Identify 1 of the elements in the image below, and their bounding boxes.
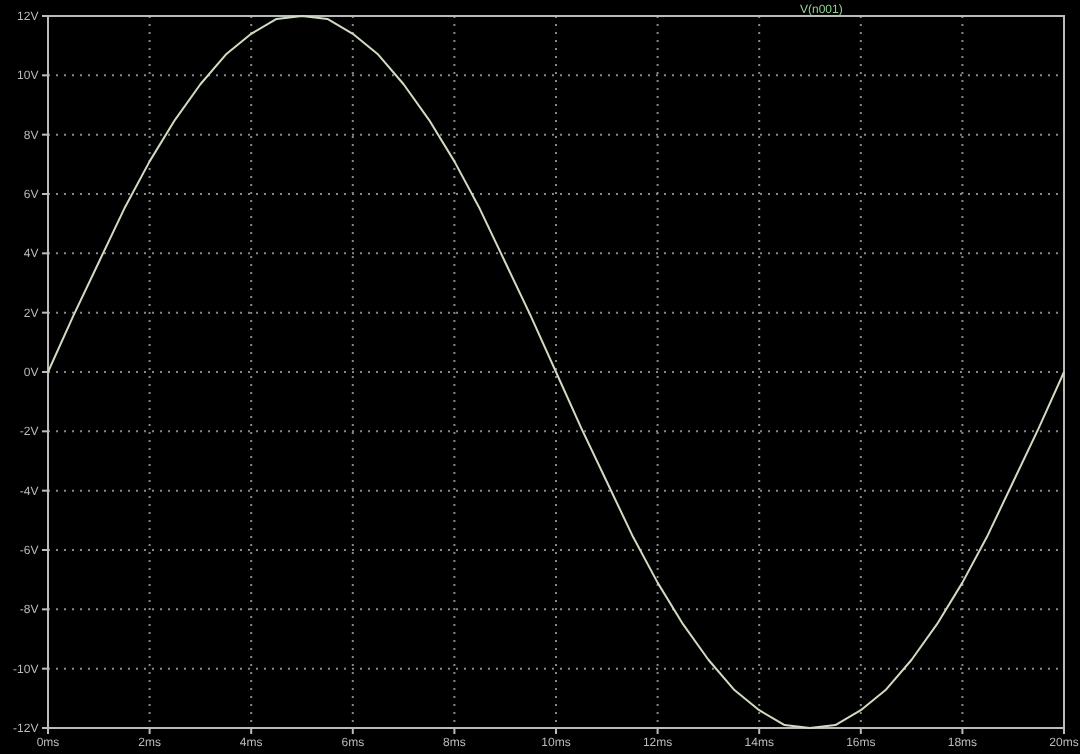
line-series: [47, 15, 1065, 729]
